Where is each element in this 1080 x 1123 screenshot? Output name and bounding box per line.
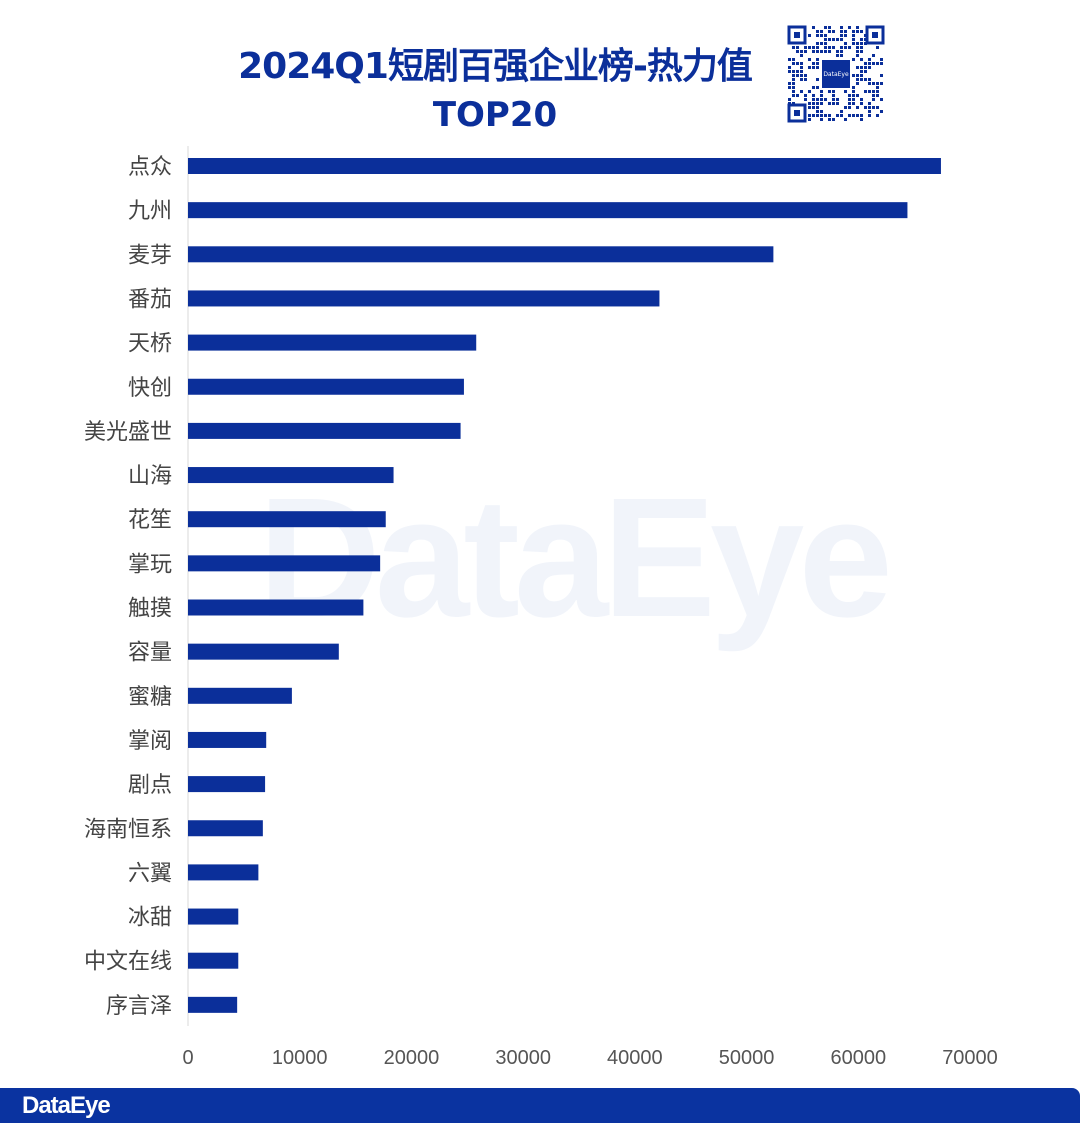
footer-logo: DataEye xyxy=(22,1092,111,1119)
bar xyxy=(188,555,381,572)
qr-code-icon: DataEye xyxy=(786,24,886,124)
bar xyxy=(188,511,386,528)
bar xyxy=(188,246,774,263)
category-label: 序言泽 xyxy=(106,994,172,1019)
bar xyxy=(188,731,267,748)
chart-subtitle: TOP20 xyxy=(432,95,558,135)
category-label: 掌阅 xyxy=(128,729,172,754)
bar xyxy=(188,952,239,969)
category-label: 海南恒系 xyxy=(84,817,172,842)
bar xyxy=(188,422,461,439)
category-label: 容量 xyxy=(128,641,172,666)
category-label: 蜜糖 xyxy=(128,685,172,710)
category-label: 山海 xyxy=(128,464,172,489)
bar xyxy=(188,334,477,351)
category-label: 六翼 xyxy=(128,861,172,886)
footer-bar: DataEye xyxy=(0,1088,1080,1123)
x-tick-label: 0 xyxy=(182,1047,193,1069)
bar xyxy=(188,776,266,793)
qr-logo-text: DataEye xyxy=(823,71,849,78)
x-tick-label: 50000 xyxy=(719,1047,775,1069)
category-label: 美光盛世 xyxy=(84,420,172,445)
category-label: 中文在线 xyxy=(84,950,172,975)
category-label: 点众 xyxy=(128,155,172,180)
category-label: 麦芽 xyxy=(128,243,172,268)
bar xyxy=(188,687,292,704)
bar xyxy=(188,467,394,484)
x-tick-label: 10000 xyxy=(272,1047,328,1069)
x-tick-label: 20000 xyxy=(384,1047,440,1069)
bar xyxy=(188,820,263,837)
chart-title: 2024Q1短剧百强企业榜-热力值 xyxy=(238,46,753,87)
category-label: 天桥 xyxy=(128,332,172,357)
bar xyxy=(188,599,364,616)
bar xyxy=(188,158,941,174)
x-tick-label: 30000 xyxy=(495,1047,551,1069)
bar xyxy=(188,996,238,1013)
bar xyxy=(188,908,239,925)
category-label: 花笙 xyxy=(128,508,172,533)
x-tick-label: 70000 xyxy=(942,1047,998,1069)
bar xyxy=(188,202,908,219)
category-label: 冰甜 xyxy=(128,906,172,931)
x-tick-label: 60000 xyxy=(830,1047,886,1069)
bar-chart: 点众九州麦芽番茄天桥快创美光盛世山海花笙掌玩触摸容量蜜糖掌阅剧点海南恒系六翼冰甜… xyxy=(84,146,998,1069)
category-label: 剧点 xyxy=(128,773,172,798)
category-label: 番茄 xyxy=(128,287,172,312)
category-label: 掌玩 xyxy=(128,552,172,577)
category-label: 快创 xyxy=(128,376,172,401)
bar xyxy=(188,290,660,307)
bar xyxy=(188,864,259,881)
x-tick-label: 40000 xyxy=(607,1047,663,1069)
category-label: 九州 xyxy=(128,199,172,224)
bar xyxy=(188,643,339,660)
bar xyxy=(188,378,464,395)
category-label: 触摸 xyxy=(128,597,172,622)
